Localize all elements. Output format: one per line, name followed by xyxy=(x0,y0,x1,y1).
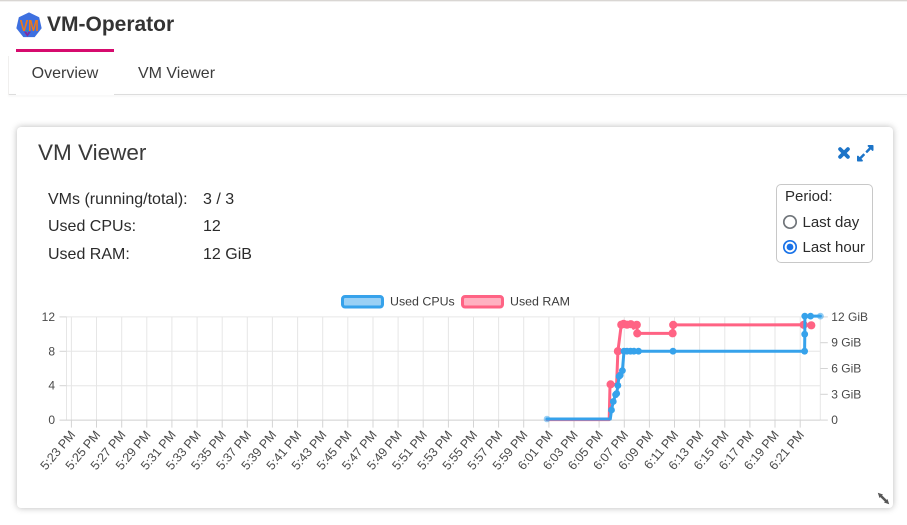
svg-text:12 GiB: 12 GiB xyxy=(831,310,868,324)
svg-text:VM: VM xyxy=(20,18,39,35)
svg-text:6 GiB: 6 GiB xyxy=(831,362,861,376)
svg-text:3 GiB: 3 GiB xyxy=(831,387,861,401)
svg-text:0: 0 xyxy=(48,413,55,427)
svg-text:4: 4 xyxy=(48,379,55,393)
svg-text:12: 12 xyxy=(42,310,56,324)
svg-text:8: 8 xyxy=(48,344,55,358)
svg-text:Used CPUs: Used CPUs xyxy=(390,295,455,309)
svg-text:9 GiB: 9 GiB xyxy=(831,336,861,350)
svg-text:0: 0 xyxy=(831,413,838,427)
svg-text:Used RAM: Used RAM xyxy=(510,295,570,309)
